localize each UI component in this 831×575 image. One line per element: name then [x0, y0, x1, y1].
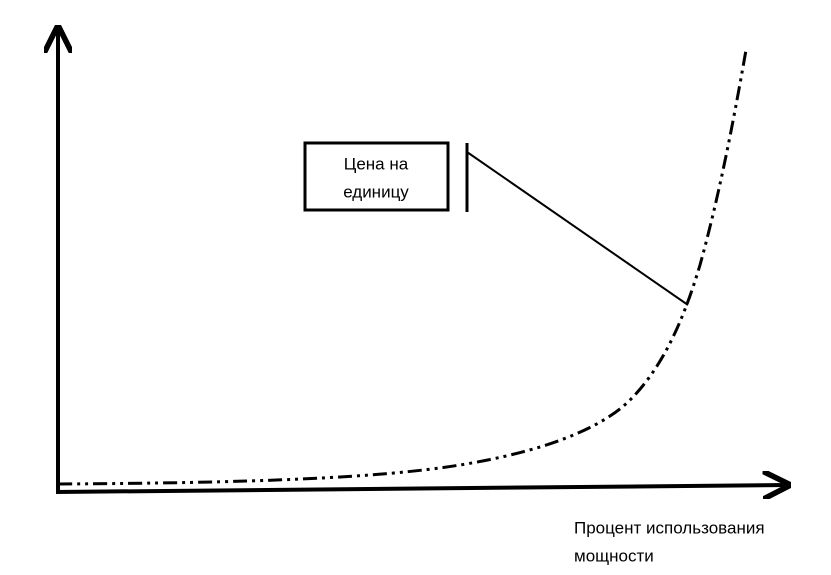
- cost-curve: [57, 49, 748, 486]
- callout-text: единицу: [343, 182, 409, 201]
- callout-box: [303, 141, 450, 212]
- callout-leader: [466, 151, 689, 306]
- x-axis-label: мощности: [574, 546, 654, 565]
- callout-text: Цена на: [344, 154, 409, 173]
- x-axis-label: Процент использования: [574, 518, 765, 537]
- x-axis: [55, 485, 788, 492]
